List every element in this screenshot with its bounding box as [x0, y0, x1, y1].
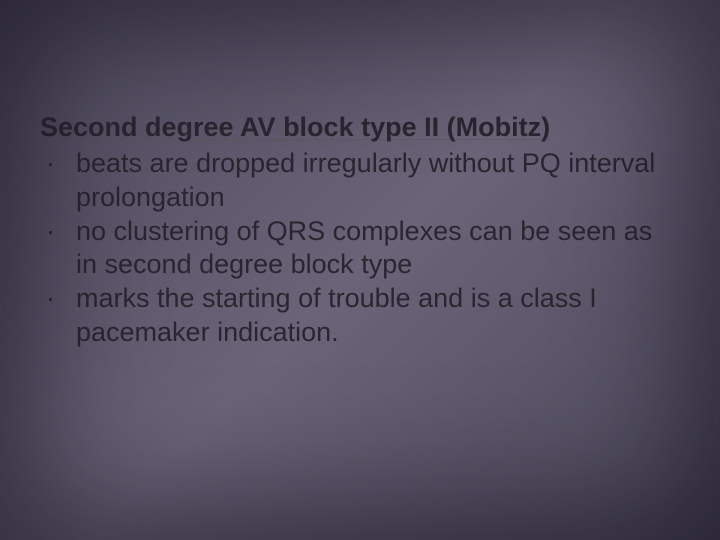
- slide-heading: Second degree AV block type II (Mobitz): [40, 110, 680, 145]
- list-item: marks the starting of trouble and is a c…: [40, 282, 680, 350]
- list-item: no clustering of QRS complexes can be se…: [40, 215, 680, 283]
- slide-container: Second degree AV block type II (Mobitz) …: [0, 0, 720, 540]
- list-item: beats are dropped irregularly without PQ…: [40, 147, 680, 215]
- bullet-list: beats are dropped irregularly without PQ…: [40, 147, 680, 350]
- content-block: Second degree AV block type II (Mobitz) …: [40, 110, 680, 350]
